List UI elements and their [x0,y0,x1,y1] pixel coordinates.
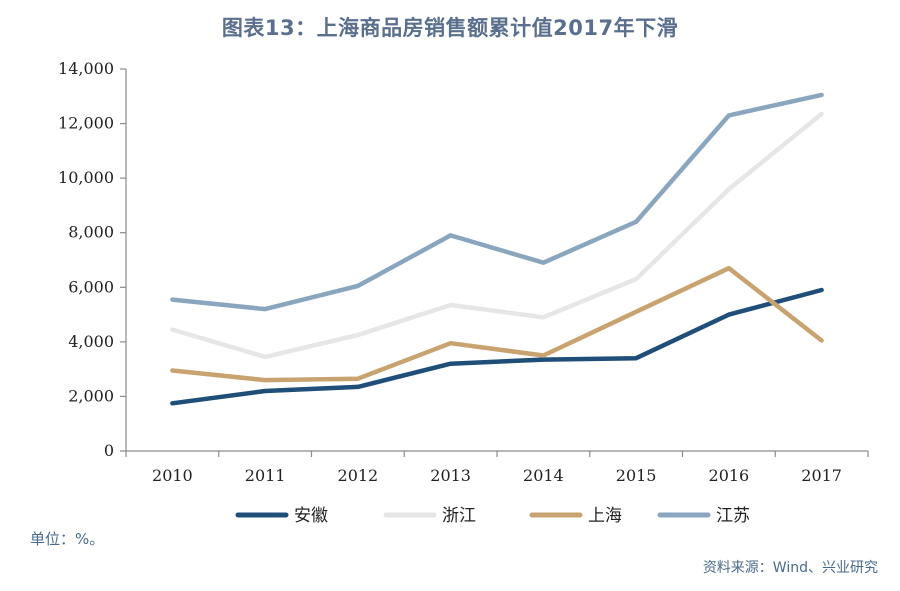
y-axis: 0 2,000 4,000 6,000 8,000 10,000 12,000 14,000 [58,59,127,460]
legend-label: 江苏 [716,506,750,526]
legend-label: 安徽 [294,506,328,526]
y-tick-label: 14,000 [58,59,114,78]
x-axis: 2010 2011 2012 2013 2014 2015 2016 2017 [125,450,869,485]
chart-title: 图表13：上海商品房销售额累计值2017年下滑 [221,16,679,40]
y-tick-label: 8,000 [68,223,114,242]
y-tick-label: 0 [104,441,114,460]
series-line-浙江 [170,111,824,360]
x-tick-label: 2010 [152,466,193,485]
y-tick-label: 4,000 [68,332,114,351]
unit-note: 单位：%。 [30,530,105,548]
y-tick-label: 2,000 [68,386,114,405]
legend: 安徽 浙江 上海 江苏 [235,506,750,526]
x-tick-label: 2017 [801,466,842,485]
y-tick-label: 6,000 [68,277,114,296]
source-note: 资料来源：Wind、兴业研究 [702,560,878,576]
x-tick-label: 2013 [430,466,471,485]
series-layer [170,92,824,406]
series-line-安徽 [170,287,824,406]
x-tick-label: 2014 [523,466,564,485]
legend-label: 上海 [588,506,622,526]
series-line-江苏 [170,92,824,312]
x-tick-label: 2012 [338,466,379,485]
x-tick-label: 2011 [245,466,286,485]
x-tick-label: 2015 [616,466,657,485]
legend-label: 浙江 [442,506,476,526]
x-tick-label: 2016 [709,466,750,485]
y-tick-label: 10,000 [58,168,114,187]
series-line-上海 [170,265,824,383]
y-tick-label: 12,000 [58,114,114,133]
